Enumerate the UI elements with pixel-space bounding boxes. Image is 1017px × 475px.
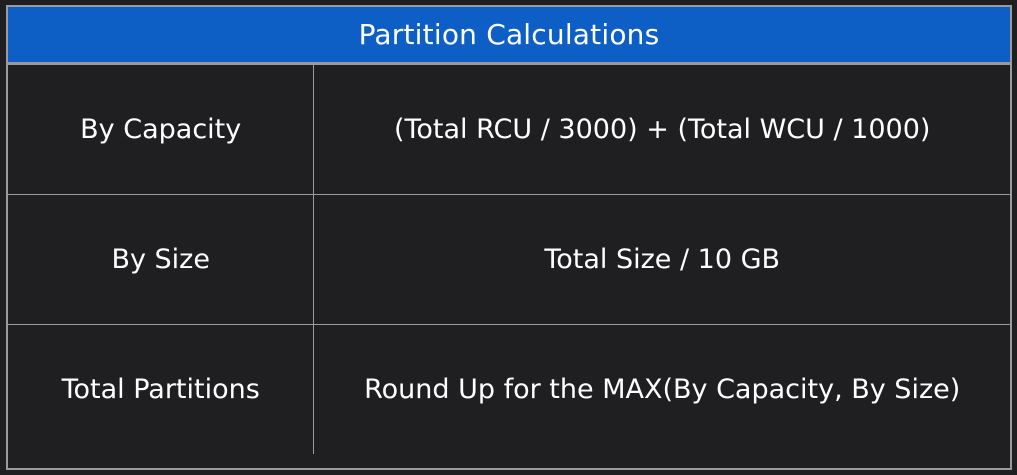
table-title: Partition Calculations — [8, 7, 1010, 64]
row-formula-total-partitions: Round Up for the MAX(By Capacity, By Siz… — [364, 374, 961, 405]
table-row: By Capacity (Total RCU / 3000) + (Total … — [8, 64, 1010, 194]
table-row: Total Partitions Round Up for the MAX(By… — [8, 324, 1010, 454]
partition-calculations-table: Partition Calculations By Capacity (Tota… — [6, 5, 1012, 470]
row-label-by-capacity: By Capacity — [8, 65, 315, 194]
row-label-total-partitions: Total Partitions — [8, 325, 315, 454]
row-label-by-size: By Size — [8, 195, 315, 324]
row-formula-by-size: Total Size / 10 GB — [544, 244, 781, 275]
row-formula-by-capacity: (Total RCU / 3000) + (Total WCU / 1000) — [393, 114, 931, 145]
table-row: By Size Total Size / 10 GB — [8, 194, 1010, 324]
